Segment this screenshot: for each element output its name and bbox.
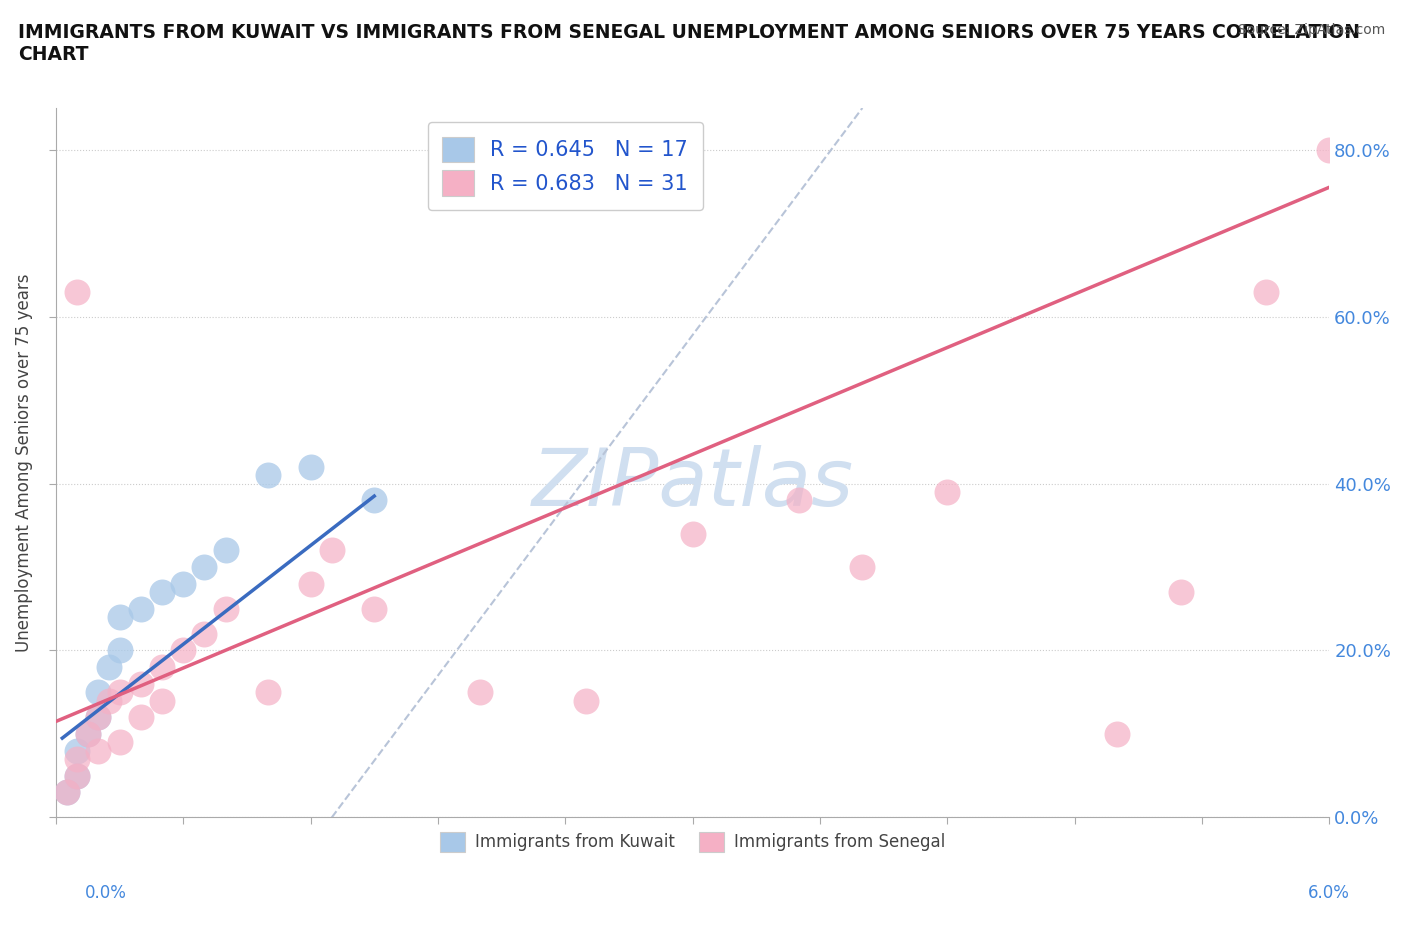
Point bbox=[55, 785, 77, 800]
Point bbox=[108, 735, 131, 750]
Text: IMMIGRANTS FROM KUWAIT VS IMMIGRANTS FROM SENEGAL UNEMPLOYMENT AMONG SENIORS OVE: IMMIGRANTS FROM KUWAIT VS IMMIGRANTS FRO… bbox=[18, 23, 1360, 64]
Point bbox=[66, 751, 89, 766]
Point bbox=[851, 560, 873, 575]
Point bbox=[1317, 142, 1340, 157]
Text: ZIPatlas: ZIPatlas bbox=[531, 445, 853, 523]
Point bbox=[575, 693, 598, 708]
Point bbox=[363, 602, 385, 617]
Point bbox=[682, 526, 704, 541]
Point bbox=[98, 693, 121, 708]
Point bbox=[172, 643, 194, 658]
Point bbox=[108, 684, 131, 699]
Point bbox=[193, 627, 215, 642]
Point bbox=[129, 710, 152, 724]
Point bbox=[76, 726, 98, 741]
Point bbox=[299, 459, 322, 474]
Point bbox=[87, 684, 110, 699]
Point bbox=[150, 693, 173, 708]
Point bbox=[470, 684, 492, 699]
Point bbox=[193, 560, 215, 575]
Text: Source: ZipAtlas.com: Source: ZipAtlas.com bbox=[1237, 23, 1385, 37]
Point bbox=[321, 543, 343, 558]
Point bbox=[87, 710, 110, 724]
Point bbox=[108, 610, 131, 625]
Point bbox=[257, 684, 280, 699]
Legend: Immigrants from Kuwait, Immigrants from Senegal: Immigrants from Kuwait, Immigrants from … bbox=[433, 825, 952, 858]
Point bbox=[363, 493, 385, 508]
Text: 6.0%: 6.0% bbox=[1308, 884, 1350, 902]
Point bbox=[108, 643, 131, 658]
Point bbox=[215, 543, 238, 558]
Point bbox=[129, 676, 152, 691]
Point bbox=[1170, 585, 1192, 600]
Point bbox=[1254, 285, 1277, 299]
Point bbox=[150, 585, 173, 600]
Point bbox=[55, 785, 77, 800]
Point bbox=[66, 768, 89, 783]
Point bbox=[936, 485, 959, 499]
Point bbox=[66, 285, 89, 299]
Point bbox=[87, 710, 110, 724]
Point bbox=[172, 577, 194, 591]
Point bbox=[150, 659, 173, 674]
Point bbox=[129, 602, 152, 617]
Point bbox=[215, 602, 238, 617]
Point bbox=[87, 743, 110, 758]
Point bbox=[257, 468, 280, 483]
Point bbox=[299, 577, 322, 591]
Point bbox=[1105, 726, 1128, 741]
Point bbox=[76, 726, 98, 741]
Point bbox=[66, 768, 89, 783]
Point bbox=[787, 493, 810, 508]
Y-axis label: Unemployment Among Seniors over 75 years: Unemployment Among Seniors over 75 years bbox=[15, 273, 32, 652]
Point bbox=[98, 659, 121, 674]
Point bbox=[66, 743, 89, 758]
Text: 0.0%: 0.0% bbox=[84, 884, 127, 902]
